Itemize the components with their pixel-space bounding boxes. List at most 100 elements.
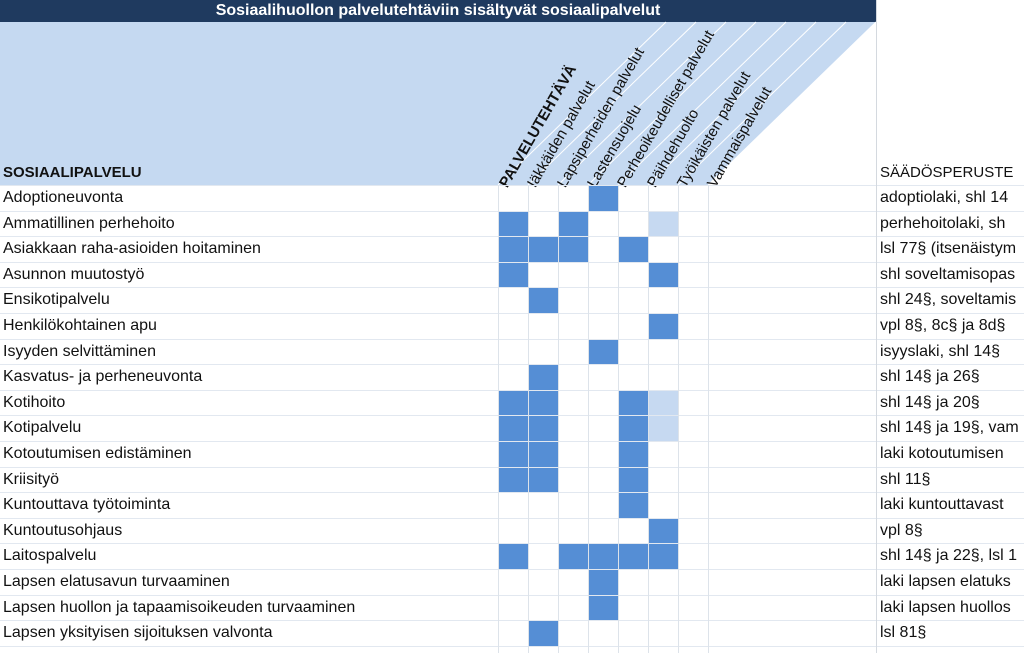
mark-cell-1[interactable] (498, 569, 528, 595)
mark-cell-1[interactable] (498, 620, 528, 646)
table-row[interactable]: Kuntouttava työtoiminta laki kuntouttavas… (0, 492, 1024, 518)
legal-basis[interactable]: shl 11§ (880, 470, 931, 488)
mark-cell-1[interactable] (498, 492, 528, 518)
mark-cell-3[interactable] (558, 415, 588, 441)
table-row[interactable]: Asunnon muutostyö shl soveltamisopas (0, 261, 1024, 288)
mark-cell-6[interactable] (648, 364, 678, 390)
legal-basis[interactable]: isyyslaki, shl 14§ (880, 342, 1001, 360)
mark-cell-7[interactable] (678, 518, 708, 544)
mark-cell-6[interactable] (648, 261, 678, 288)
legal-basis[interactable]: laki lapsen elatuks (880, 573, 1011, 590)
table-row[interactable]: Lapsen huollon ja tapaamisoikeuden turva… (0, 594, 1024, 621)
mark-cell-1[interactable] (498, 261, 528, 288)
mark-cell-2[interactable] (528, 364, 558, 390)
legal-basis[interactable]: lsl 81§ (880, 624, 927, 642)
service-name[interactable]: Kuntoutusohjaus (3, 521, 123, 539)
mark-cell-5[interactable] (618, 364, 648, 390)
mark-cell-4[interactable] (588, 313, 618, 339)
service-name[interactable]: Ensikotipalvelu (3, 291, 110, 309)
service-name[interactable]: Henkilökohtainen apu (3, 317, 157, 334)
mark-cell-6[interactable] (648, 236, 678, 262)
mark-cell-4[interactable] (588, 543, 618, 569)
service-name[interactable]: Kotipalvelu (3, 419, 82, 437)
table-row[interactable]: Kriisityö shl 11§ (0, 466, 1024, 493)
mark-cell-2[interactable] (528, 569, 558, 595)
mark-cell-6[interactable] (648, 313, 678, 339)
mark-cell-5[interactable] (618, 287, 648, 313)
table-row[interactable]: Ensikotipalvelu shl 24§, soveltamis (0, 287, 1024, 313)
legal-basis[interactable]: adoptiolaki, shl 14 (880, 189, 1009, 206)
legal-basis[interactable]: shl 14§ ja 22§, lsl 1 (880, 547, 1017, 565)
mark-cell-2[interactable] (528, 262, 558, 288)
mark-cell-2[interactable] (528, 313, 558, 339)
mark-cell-1[interactable] (498, 415, 528, 441)
table-row[interactable]: Kotihoito shl 14§ ja 20§ (0, 389, 1024, 416)
table-row[interactable]: Kotoutumisen edistäminen laki kotoutumise… (0, 441, 1024, 467)
mark-cell-7[interactable] (678, 236, 708, 262)
mark-cell-3[interactable] (558, 569, 588, 595)
mark-cell-1[interactable] (498, 313, 528, 339)
mark-cell-1[interactable] (498, 185, 528, 211)
mark-cell-4[interactable] (588, 441, 618, 467)
mark-cell-5[interactable] (618, 262, 648, 288)
mark-cell-7[interactable] (678, 492, 708, 518)
mark-cell-3[interactable] (558, 543, 588, 569)
mark-cell-3[interactable] (558, 210, 588, 237)
mark-cell-6[interactable] (648, 339, 678, 365)
mark-cell-5[interactable] (618, 415, 648, 441)
mark-cell-1[interactable] (498, 287, 528, 313)
mark-cell-4[interactable] (588, 338, 618, 365)
mark-cell-6[interactable] (648, 210, 678, 237)
legal-basis[interactable]: vpl 8§ (880, 521, 923, 539)
mark-cell-2[interactable] (528, 236, 558, 262)
mark-cell-3[interactable] (558, 620, 588, 646)
mark-cell-2[interactable] (528, 595, 558, 621)
service-name[interactable]: Kotoutumisen edistäminen (3, 445, 192, 462)
mark-cell-1[interactable] (498, 466, 528, 493)
mark-cell-3[interactable] (558, 390, 588, 416)
mark-cell-4[interactable] (588, 569, 618, 595)
mark-cell-7[interactable] (678, 441, 708, 467)
mark-cell-2[interactable] (528, 543, 558, 569)
mark-cell-4[interactable] (588, 262, 618, 288)
legal-basis[interactable]: laki kuntouttavast (880, 496, 1004, 514)
mark-cell-3[interactable] (558, 595, 588, 621)
mark-cell-6[interactable] (648, 441, 678, 467)
table-row[interactable]: Adoptioneuvonta adoptiolaki, shl 14 (0, 185, 1024, 211)
mark-cell-5[interactable] (618, 569, 648, 595)
mark-cell-6[interactable] (648, 569, 678, 595)
mark-cell-3[interactable] (558, 287, 588, 313)
table-row[interactable]: Henkilökohtainen apu vpl 8§, 8c§ ja 8d§ (0, 313, 1024, 339)
legal-basis[interactable]: laki lapsen huollos (880, 598, 1011, 616)
mark-cell-1[interactable] (498, 364, 528, 390)
mark-cell-4[interactable] (588, 287, 618, 313)
mark-cell-7[interactable] (678, 287, 708, 313)
mark-cell-7[interactable] (678, 339, 708, 365)
mark-cell-1[interactable] (498, 236, 528, 262)
mark-cell-5[interactable] (618, 185, 648, 211)
mark-cell-5[interactable] (618, 620, 648, 646)
table-row[interactable]: Laitospalvelu shl 14§ ja 22§, lsl 1 (0, 543, 1024, 569)
service-name[interactable]: Kotihoito (3, 393, 66, 411)
service-name[interactable]: Laitospalvelu (3, 547, 97, 565)
mark-cell-5[interactable] (618, 441, 648, 467)
legal-basis[interactable]: laki kotoutumisen (880, 445, 1004, 462)
mark-cell-7[interactable] (678, 211, 708, 237)
service-name[interactable]: Kriisityö (3, 470, 60, 488)
table-row[interactable]: Ammatillinen perhehoito perhehoitolaki, s… (0, 210, 1024, 237)
service-name[interactable]: Isyyden selvittäminen (3, 342, 156, 360)
mark-cell-6[interactable] (648, 517, 678, 544)
mark-cell-4[interactable] (588, 185, 618, 211)
mark-cell-4[interactable] (588, 492, 618, 518)
mark-cell-4[interactable] (588, 236, 618, 262)
service-name[interactable]: Lapsen elatusavun turvaaminen (3, 573, 230, 590)
service-name[interactable]: Adoptioneuvonta (3, 189, 124, 206)
mark-cell-2[interactable] (528, 339, 558, 365)
mark-cell-3[interactable] (558, 467, 588, 493)
mark-cell-2[interactable] (528, 466, 558, 493)
mark-cell-7[interactable] (678, 467, 708, 493)
legal-basis[interactable]: shl 14§ ja 26§ (880, 368, 980, 386)
mark-cell-2[interactable] (528, 287, 558, 313)
mark-cell-3[interactable] (558, 236, 588, 262)
mark-cell-2[interactable] (528, 415, 558, 441)
